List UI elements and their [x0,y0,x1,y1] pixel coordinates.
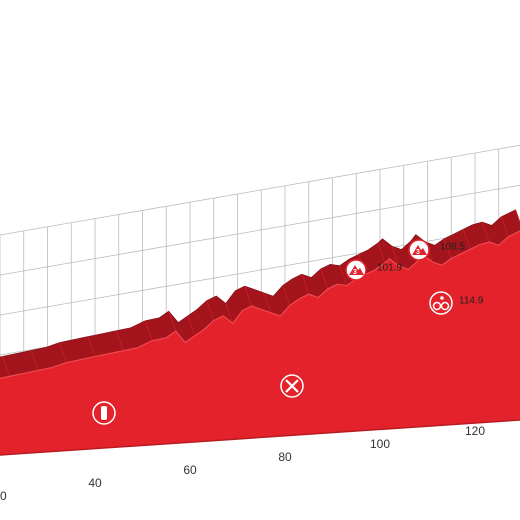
annotation: 108.5 [440,242,465,253]
x-tick-label: 20 [0,489,7,503]
ridge [187,315,196,337]
climb-icon: 3 [345,259,367,281]
ridge [481,221,490,243]
grid-line [0,144,520,236]
ridge [87,336,96,357]
x-tick-label: 100 [370,437,390,451]
ridge [144,320,153,341]
ridge [301,274,310,295]
ridge [515,209,520,225]
climb-icon: 3 [408,239,430,261]
ridge [443,238,452,259]
annotation: 101.9 [377,263,402,274]
baseline [0,419,520,456]
ridge [2,356,10,377]
sprint-icon [429,291,453,315]
ridge [225,303,234,324]
ridge [282,285,291,306]
profile-edge [0,230,520,379]
ridge [244,285,253,307]
profile-front [0,231,520,456]
knife [285,379,299,393]
ridge [339,265,348,286]
climb-category: 3 [416,249,420,256]
ridge [206,300,215,321]
ridge [462,229,471,250]
ridge [263,292,272,313]
mountain [349,265,364,275]
ridge [30,350,39,371]
annotation: 114.9 [459,296,484,307]
ridge [116,330,124,351]
x-tick-label: 80 [278,450,292,464]
ridge [391,245,400,267]
bottle-icon [92,401,116,425]
ridge [500,216,509,237]
ridge [168,310,177,332]
ridge [59,342,67,363]
wheel [440,301,450,311]
x-tick-label: 60 [183,463,197,477]
food-icon [280,374,304,398]
mountain [412,245,427,255]
ridge [320,268,329,290]
bottle [101,406,107,420]
x-tick-label: 120 [465,424,485,438]
icon-circle [429,291,453,315]
rider [440,296,444,300]
climb-category: 3 [353,269,357,276]
x-tick-label: 40 [88,476,102,490]
wheel [432,301,442,311]
ridge [377,242,386,264]
